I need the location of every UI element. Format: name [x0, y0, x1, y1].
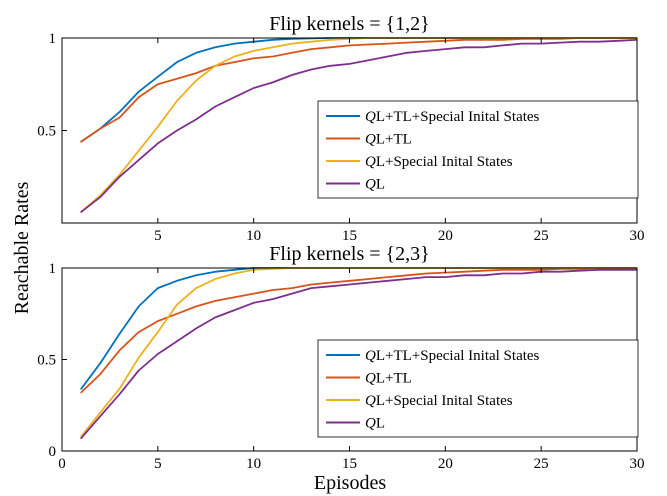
chart-title: Flip kernels = {2,3} — [269, 243, 429, 265]
x-tick-label: 10 — [246, 456, 261, 472]
x-tick-label: 20 — [438, 228, 453, 244]
charts-container: Flip kernels = {1,2}5 10 15 20 25 300.51QL+TL… — [37, 13, 644, 472]
x-tick-label: 25 — [534, 456, 549, 472]
legend: QL+TL+Special Inital States QL+TL QL+Speci… — [317, 339, 639, 438]
series-line-4 — [80, 268, 637, 440]
legend-entry-label: QL — [365, 177, 385, 193]
x-tick-label: 5 — [154, 456, 162, 472]
x-tick-label: 20 — [438, 456, 453, 472]
legend-box — [317, 100, 639, 199]
legend-entry-label: QL+TL — [365, 371, 412, 387]
y-tick-label: 0.5 — [37, 353, 56, 369]
y-tick-label: 0 — [49, 444, 57, 460]
chart-title: Flip kernels = {1,2} — [269, 13, 429, 35]
legend-box — [317, 339, 639, 438]
x-axis-label: Episodes — [314, 472, 386, 494]
y-tick-label: 1 — [49, 261, 57, 277]
legend-entry-label: QL+TL+Special Inital States — [365, 348, 540, 364]
x-tick-label: 15 — [342, 228, 357, 244]
y-tick-label: 0.5 — [37, 124, 56, 140]
y-axis-label: Reachable Rates — [11, 181, 33, 314]
series-line-4 — [80, 38, 637, 213]
x-tick-label: 25 — [534, 228, 549, 244]
x-tick-label: 0 — [58, 456, 66, 472]
legend-entry-label: QL+TL — [365, 132, 412, 148]
legend-entry-label: QL — [365, 416, 385, 432]
y-tick-label: 1 — [49, 31, 57, 47]
legend-entry-label: QL+Special Inital States — [365, 393, 513, 409]
legend-entry-label: QL+Special Inital States — [365, 154, 513, 170]
x-tick-label: 15 — [342, 456, 357, 472]
legend: QL+TL+Special Inital States QL+TL QL+Speci… — [317, 100, 639, 199]
x-tick-label: 30 — [630, 456, 645, 472]
series-line-2 — [80, 267, 637, 394]
x-tick-label: 30 — [630, 228, 645, 244]
chart-2: Flip kernels = {2,3} 0 5 10 15 20 25 30 0 0.5 1 QL+… — [37, 243, 644, 472]
chart-1: Flip kernels = {1,2} 5 10 15 20 25 30 0.5 1 QL+TL… — [37, 13, 644, 244]
x-tick-label: 5 — [154, 228, 162, 244]
x-tick-label: 10 — [246, 228, 261, 244]
legend-entry-label: QL+TL+Special Inital States — [365, 109, 540, 125]
